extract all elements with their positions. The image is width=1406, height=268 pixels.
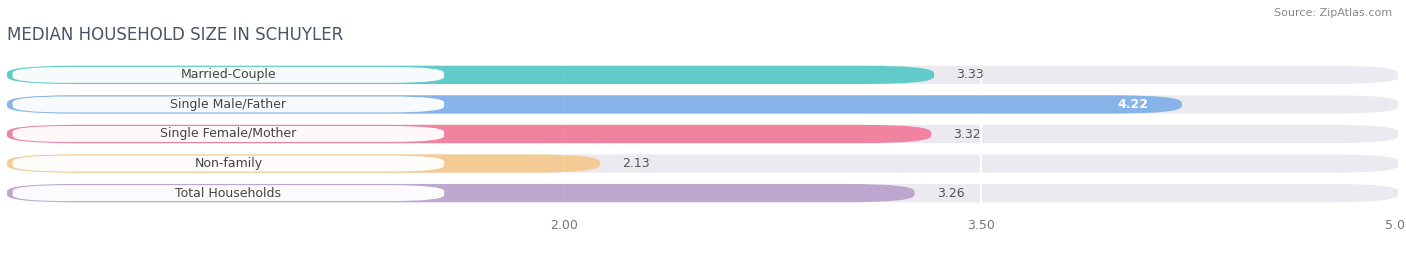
FancyBboxPatch shape (7, 184, 914, 202)
FancyBboxPatch shape (13, 185, 444, 201)
Text: Married-Couple: Married-Couple (180, 68, 276, 81)
Text: Source: ZipAtlas.com: Source: ZipAtlas.com (1274, 8, 1392, 18)
Text: MEDIAN HOUSEHOLD SIZE IN SCHUYLER: MEDIAN HOUSEHOLD SIZE IN SCHUYLER (7, 26, 343, 44)
FancyBboxPatch shape (7, 125, 1399, 143)
Text: 3.33: 3.33 (956, 68, 984, 81)
Text: Non-family: Non-family (194, 157, 263, 170)
FancyBboxPatch shape (13, 126, 444, 142)
FancyBboxPatch shape (7, 154, 1399, 173)
FancyBboxPatch shape (7, 154, 600, 173)
FancyBboxPatch shape (7, 95, 1399, 114)
FancyBboxPatch shape (7, 95, 1182, 114)
Text: Single Male/Father: Single Male/Father (170, 98, 287, 111)
FancyBboxPatch shape (13, 96, 444, 112)
Text: 2.13: 2.13 (623, 157, 650, 170)
FancyBboxPatch shape (13, 156, 444, 172)
FancyBboxPatch shape (13, 67, 444, 83)
Text: Total Households: Total Households (176, 187, 281, 200)
FancyBboxPatch shape (7, 125, 931, 143)
Text: 4.22: 4.22 (1118, 98, 1149, 111)
Text: 3.26: 3.26 (936, 187, 965, 200)
Text: 3.32: 3.32 (953, 128, 981, 140)
FancyBboxPatch shape (7, 66, 1399, 84)
FancyBboxPatch shape (7, 66, 934, 84)
Text: Single Female/Mother: Single Female/Mother (160, 128, 297, 140)
FancyBboxPatch shape (7, 184, 1399, 202)
